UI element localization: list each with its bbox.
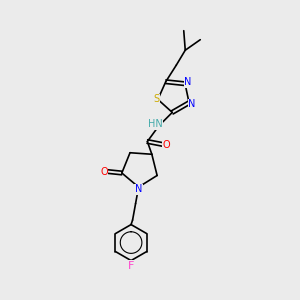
Text: HN: HN — [148, 119, 163, 129]
Text: S: S — [153, 94, 159, 104]
Text: N: N — [135, 184, 142, 194]
Text: N: N — [184, 77, 192, 87]
Text: O: O — [163, 140, 170, 149]
Text: O: O — [100, 167, 108, 176]
Text: F: F — [128, 261, 134, 271]
Text: N: N — [188, 99, 196, 109]
